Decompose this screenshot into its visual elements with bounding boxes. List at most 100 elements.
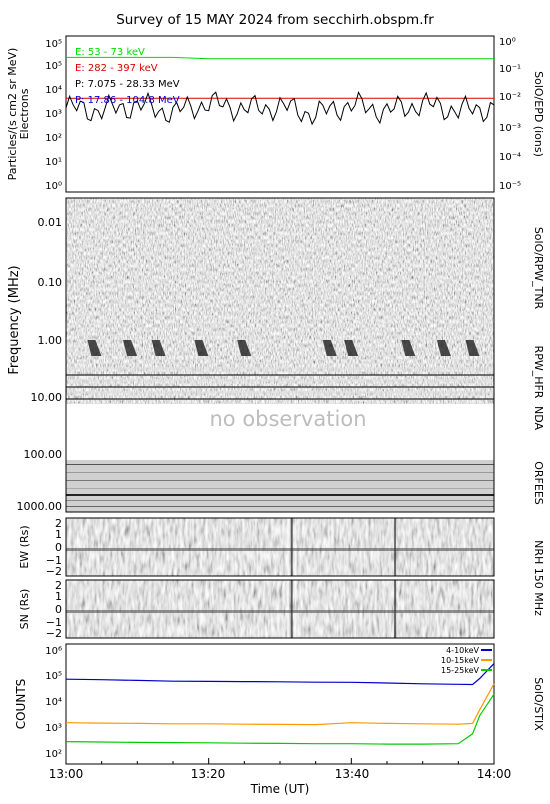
nda-no-data-region bbox=[66, 404, 494, 460]
stix-ytick-2: 10⁵ bbox=[45, 671, 62, 682]
nrh-sn-streaks-2 bbox=[294, 580, 297, 638]
epd-legend-e53: E: 53 - 73 keV bbox=[75, 47, 145, 58]
ew-tick-1: 2 bbox=[55, 517, 62, 530]
epd-series-0 bbox=[66, 56, 494, 60]
epd-ylabel-2: Electrons bbox=[18, 88, 31, 139]
epd-ylabel-1: Particles/(s cm2 sr MeV) bbox=[6, 48, 19, 181]
sn-ylabel: SN (Rs) bbox=[18, 589, 31, 630]
epd-rtick-6: 10⁻⁵ bbox=[499, 181, 521, 192]
epd-rtick-4: 10⁻³ bbox=[499, 123, 521, 134]
radio-ticks: 0.01 0.10 1.00 10.00 100.00 1000.00 bbox=[17, 216, 63, 513]
nrh-ew-streaks-4 bbox=[394, 518, 397, 576]
hfr-burst-1 bbox=[123, 340, 138, 356]
stix-legend: 4-10keV 10-15keV 15-25keV bbox=[441, 646, 492, 675]
orfees-band-5 bbox=[66, 500, 494, 501]
stix-ytick-3: 10⁴ bbox=[45, 697, 62, 708]
hfr-burst-3 bbox=[194, 340, 209, 356]
hfr-band-2 bbox=[66, 380, 494, 382]
hfr-band-5 bbox=[66, 398, 494, 400]
freq-tick-3: 1.00 bbox=[38, 334, 63, 347]
epd-ytick-2: 10⁵ bbox=[45, 61, 62, 72]
stix-ytick-1: 10⁶ bbox=[45, 646, 62, 657]
stix-ytick-4: 10³ bbox=[45, 723, 62, 734]
xtick-1320: 13:20 bbox=[191, 767, 226, 781]
epd-ytick-5: 10² bbox=[45, 133, 62, 144]
rpw-tnr-spectrogram bbox=[66, 198, 494, 338]
nda-label: NDA bbox=[532, 406, 545, 431]
nrh-ew-streaks bbox=[66, 518, 494, 576]
orfees-label: ORFEES bbox=[532, 461, 545, 505]
stix-panel: 4-10keV 10-15keV 15-25keV 10⁶ 10⁵ 10⁴ 10… bbox=[14, 643, 545, 765]
stix-series-group bbox=[65, 663, 495, 745]
stix-legend-10-15: 10-15keV bbox=[441, 656, 480, 665]
sn-tick-1: 2 bbox=[55, 579, 62, 592]
epd-ytick-6: 10¹ bbox=[45, 157, 62, 168]
epd-rtick-3: 10⁻² bbox=[499, 92, 521, 103]
freq-tick-1: 0.01 bbox=[38, 216, 63, 229]
orfees-band-2 bbox=[66, 480, 494, 481]
sn-tick-5: −2 bbox=[46, 627, 62, 640]
ew-tick-3: 0 bbox=[55, 541, 62, 554]
radio-panel: no observation 0.01 0.10 1.00 10.00 100.… bbox=[7, 197, 545, 513]
nrh-ew-panel: 2 1 0 −1 −2 EW (Rs) bbox=[18, 517, 495, 578]
xtick-1400: 14:00 bbox=[477, 767, 512, 781]
x-axis-label: Time (UT) bbox=[250, 782, 310, 796]
epd-series-group bbox=[65, 56, 495, 126]
epd-left-ticks: 10⁵ 10⁵ 10⁴ 10³ 10² 10¹ 10⁰ bbox=[45, 39, 62, 192]
hfr-burst-2 bbox=[151, 340, 166, 356]
rpw-hfr-label: RPW_HFR bbox=[532, 346, 545, 399]
epd-legend: E: 53 - 73 keV E: 282 - 397 keV P: 7.075… bbox=[75, 47, 180, 106]
sn-tick-2: 1 bbox=[55, 590, 62, 603]
ew-ylabel: EW (Rs) bbox=[18, 525, 31, 568]
hfr-band-0 bbox=[66, 368, 494, 370]
epd-rtick-5: 10⁻⁴ bbox=[499, 152, 521, 163]
stix-ticks: 10⁶ 10⁵ 10⁴ 10³ 10² bbox=[45, 646, 62, 760]
stix-right-label: SolO/STIX bbox=[532, 677, 545, 731]
epd-series-2 bbox=[65, 91, 495, 126]
epd-legend-p7: P: 7.075 - 28.33 MeV bbox=[75, 79, 180, 90]
orfees-band-1 bbox=[66, 472, 494, 473]
radio-ylabel: Frequency (MHz) bbox=[7, 265, 22, 374]
x-tick-marks bbox=[65, 758, 495, 764]
freq-tick-6: 1000.00 bbox=[17, 500, 63, 513]
nrh-sn-panel: 2 1 0 −1 −2 SN (Rs) NRH 150 MHz bbox=[18, 540, 545, 640]
epd-rtick-1: 10⁰ bbox=[499, 37, 516, 48]
nrh-ew-streaks-1 bbox=[290, 518, 293, 576]
hfr-burst-9 bbox=[465, 340, 480, 356]
hfr-burst-7 bbox=[401, 340, 416, 356]
stix-series-1 bbox=[65, 683, 495, 726]
epd-rtick-2: 10⁻¹ bbox=[499, 64, 521, 75]
hfr-burst-5 bbox=[322, 340, 337, 356]
freq-tick-2: 0.10 bbox=[38, 276, 63, 289]
nrh-sn-streaks-0 bbox=[287, 580, 290, 638]
orfees-band-4 bbox=[66, 494, 494, 496]
hfr-burst-4 bbox=[237, 340, 252, 356]
orfees-band-group bbox=[66, 464, 494, 507]
nrh-sn-streaks-3 bbox=[389, 580, 392, 638]
epd-ytick-7: 10⁰ bbox=[45, 181, 62, 192]
orfees-spectrogram bbox=[66, 460, 494, 512]
epd-legend-e282: E: 282 - 397 keV bbox=[75, 63, 158, 74]
rpw-tnr-label: SolO/RPW_TNR bbox=[532, 227, 545, 310]
xtick-1340: 13:40 bbox=[335, 767, 370, 781]
epd-legend-p17: P: 17.86 - 104.8 MeV bbox=[75, 95, 180, 106]
nrh-ew-streaks-0 bbox=[287, 518, 290, 576]
hfr-burst-6 bbox=[344, 340, 359, 356]
hfr-burst-group bbox=[66, 340, 494, 400]
nrh-sn-streaks-center-band bbox=[66, 610, 494, 613]
hfr-burst-8 bbox=[436, 340, 451, 356]
nrh-sn-streaks bbox=[66, 580, 494, 638]
epd-right-label: SolO/EPD (ions) bbox=[532, 71, 545, 157]
epd-ytick-4: 10³ bbox=[45, 109, 62, 120]
stix-legend-15-25: 15-25keV bbox=[441, 666, 480, 675]
orfees-band-6 bbox=[66, 506, 494, 507]
nrh-ew-streaks-center-band bbox=[66, 548, 494, 551]
nrh-ew-streaks-3 bbox=[389, 518, 392, 576]
xtick-1300: 13:00 bbox=[49, 767, 84, 781]
nrh-sn-streaks-4 bbox=[394, 580, 397, 638]
nrh-sn-streaks-1 bbox=[290, 580, 293, 638]
ew-tick-5: −2 bbox=[46, 565, 62, 578]
nrh-right-label: NRH 150 MHz bbox=[532, 540, 545, 616]
hfr-band-1 bbox=[66, 374, 494, 376]
